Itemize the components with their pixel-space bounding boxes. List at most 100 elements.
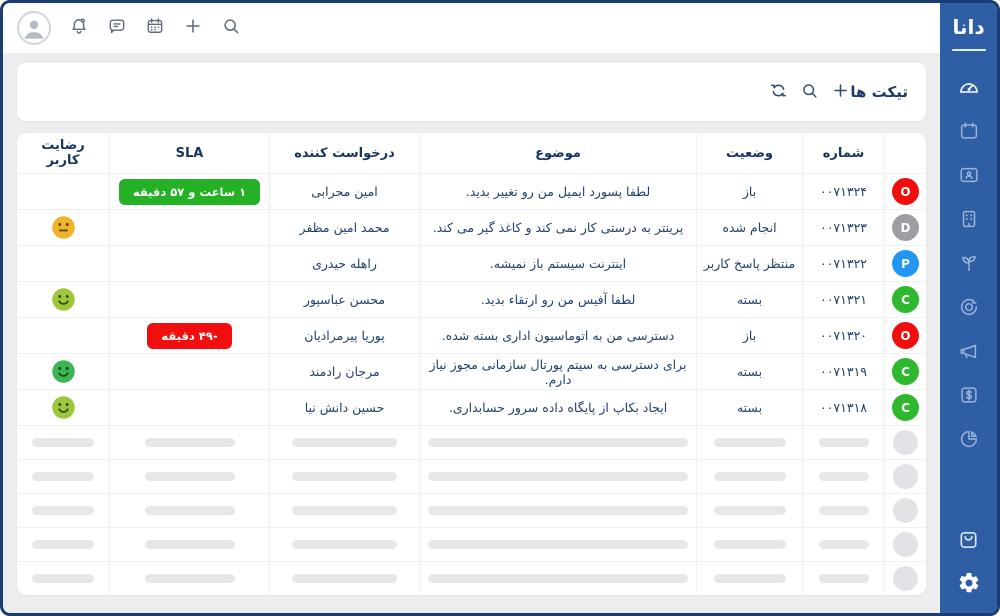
search-tickets-button[interactable] (800, 81, 819, 104)
skeleton-bar (818, 506, 869, 515)
user-avatar[interactable] (17, 11, 51, 45)
skeleton-circle (893, 566, 918, 591)
loading-skeleton-row (17, 425, 926, 459)
status-circle-badge: C (892, 358, 919, 385)
settings-gear-icon (957, 571, 981, 595)
table-row[interactable]: D ۰۰۷۱۳۲۳ انجام شده پرینتر به درستی کار نمی… (17, 209, 926, 245)
status-circle-badge: D (892, 214, 919, 241)
sidebar-item-contacts[interactable] (949, 155, 989, 195)
skeleton-bar (428, 472, 688, 481)
ticket-requester: امین محرابی (269, 174, 419, 209)
status-circle-badge: O (892, 178, 919, 205)
skeleton-circle (893, 464, 918, 489)
skeleton-circle-cell (884, 562, 926, 595)
ticket-status: انجام شده (696, 210, 802, 245)
ticket-satisfaction (17, 390, 109, 425)
column-header (884, 133, 926, 173)
skeleton-bar (818, 438, 869, 447)
skeleton-bar (713, 438, 786, 447)
status-badge-cell: C (884, 282, 926, 317)
skeleton-bar-cell (419, 562, 696, 595)
search-icon (221, 16, 241, 40)
ticket-sla (109, 210, 269, 245)
table-row[interactable]: O ۰۰۷۱۳۲۰ باز دسترسی من به اتوماسیون اداری … (17, 317, 926, 353)
table-row[interactable]: P ۰۰۷۱۳۲۲ منتظر پاسخ کاربر اینترنت سیستم با… (17, 245, 926, 281)
sidebar-item-organization[interactable] (949, 199, 989, 239)
skeleton-bar (292, 472, 397, 481)
quick-add-button[interactable] (183, 16, 203, 40)
notifications-button[interactable] (69, 16, 89, 40)
refresh-icon (769, 81, 788, 104)
skeleton-circle (893, 532, 918, 557)
tickets-table: شماره وضعیت موضوع درخواست کننده SLA رضایت کار… (17, 133, 926, 595)
contact-card-icon (958, 164, 980, 186)
sidebar-item-settings[interactable] (949, 563, 989, 603)
skeleton-bar-cell (802, 426, 884, 459)
calendar-button[interactable] (145, 16, 165, 40)
ticket-sla (109, 390, 269, 425)
skeleton-bar (144, 540, 235, 549)
column-header: درخواست کننده (269, 133, 419, 173)
loading-skeleton-row (17, 459, 926, 493)
ticket-requester: محسن عباسپور (269, 282, 419, 317)
skeleton-bar (144, 506, 235, 515)
ticket-sla: -۴۹ دقیقه (109, 318, 269, 353)
table-row[interactable]: C ۰۰۷۱۳۱۹ بسته برای دسترسی به سیتم پورتال س… (17, 353, 926, 389)
sidebar-item-growth[interactable] (949, 243, 989, 283)
page-title: تیکت ها (850, 83, 908, 101)
messages-button[interactable] (107, 16, 127, 40)
logo-divider (951, 49, 986, 51)
page-toolbar (769, 81, 850, 104)
skeleton-bar (292, 438, 397, 447)
status-circle-badge: C (892, 286, 919, 313)
ticket-requester: حسین دانش نیا (269, 390, 419, 425)
ticket-subject: اینترنت سیستم باز نمیشه. (419, 246, 696, 281)
ticket-number: ۰۰۷۱۳۱۸ (802, 390, 884, 425)
ticket-status: بسته (696, 354, 802, 389)
sidebar-item-billing[interactable] (949, 375, 989, 415)
global-search-button[interactable] (221, 16, 241, 40)
sidebar-item-goals[interactable] (949, 287, 989, 327)
status-circle-badge: C (892, 394, 919, 421)
skeleton-bar-cell (802, 460, 884, 493)
ticket-satisfaction (17, 246, 109, 281)
ticket-requester: مرجان رادمند (269, 354, 419, 389)
skeleton-bar (428, 506, 688, 515)
topbar (3, 3, 940, 53)
sla-badge: ۱ ساعت و ۵۷ دقیقه (118, 178, 261, 205)
ticket-number: ۰۰۷۱۳۲۳ (802, 210, 884, 245)
skeleton-bar-cell (269, 528, 419, 561)
table-row[interactable]: C ۰۰۷۱۳۲۱ بسته لطفا آفیس من رو ارتقاء بدید.… (17, 281, 926, 317)
ticket-number: ۰۰۷۱۳۲۰ (802, 318, 884, 353)
sidebar-item-dashboard[interactable] (949, 67, 989, 107)
skeleton-bar-cell (419, 528, 696, 561)
goal-target-icon (958, 296, 980, 318)
skeleton-bar (32, 574, 94, 583)
skeleton-bar-cell (109, 494, 269, 527)
skeleton-bar-cell (696, 528, 802, 561)
add-ticket-button[interactable] (831, 81, 850, 104)
skeleton-circle-cell (884, 426, 926, 459)
search-icon (800, 81, 819, 104)
skeleton-bar-cell (17, 426, 109, 459)
sidebar-item-reports[interactable] (949, 419, 989, 459)
happy-face-icon (50, 394, 77, 421)
bag-icon (957, 528, 980, 551)
sidebar-item-marketplace[interactable] (949, 519, 989, 559)
status-badge-cell: O (884, 174, 926, 209)
sidebar-item-announcements[interactable] (949, 331, 989, 371)
refresh-button[interactable] (769, 81, 788, 104)
skeleton-bar-cell (269, 460, 419, 493)
ticket-subject: دسترسی من به اتوماسیون اداری بسته شده. (419, 318, 696, 353)
ticket-satisfaction (17, 210, 109, 245)
ticket-status: باز (696, 318, 802, 353)
pie-chart-icon (958, 428, 980, 450)
ticket-subject: برای دسترسی به سیتم پورتال سازمانی مجوز … (419, 354, 696, 389)
content-column: تیکت ها (3, 3, 940, 613)
ticket-satisfaction (17, 354, 109, 389)
skeleton-bar (32, 438, 94, 447)
table-row[interactable]: O ۰۰۷۱۳۲۴ باز لطفا پسورد ایمیل من رو تغییر … (17, 173, 926, 209)
table-row[interactable]: C ۰۰۷۱۳۱۸ بسته ایجاد بکاپ از پایگاه داده سر… (17, 389, 926, 425)
megaphone-icon (958, 340, 980, 362)
sidebar-item-calendar[interactable] (949, 111, 989, 151)
